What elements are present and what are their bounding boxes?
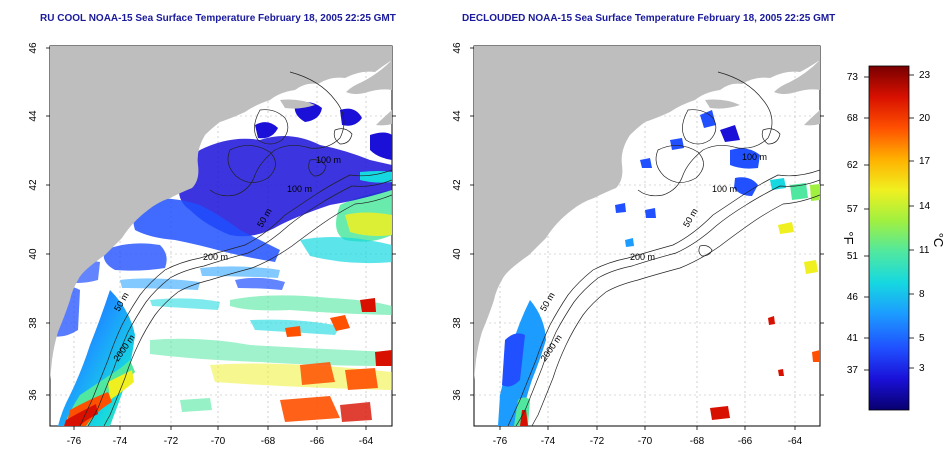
panel-1-x-tick-label: -70 [211, 436, 226, 447]
panel-1-sst-cold [50, 102, 392, 337]
panel-1-y-tick-label: 46 [28, 42, 39, 54]
panel-2-y-tick-label: 46 [452, 42, 463, 54]
panel-2-x-tick-label: -72 [590, 436, 605, 447]
panel-1-y-tick-label: 44 [28, 110, 39, 122]
panel-1-land [50, 46, 392, 380]
colorbar-c-tick: 11 [919, 245, 930, 256]
panel-2-x-tick-label: -64 [788, 436, 803, 447]
colorbar-fahrenheit-label: °F [841, 231, 856, 244]
colorbar-c-tick: 20 [919, 113, 931, 124]
colorbar-f-tick: 37 [847, 365, 859, 376]
panel-1-x-tick-label: -66 [310, 436, 325, 447]
colorbar-c-tick: 8 [919, 289, 925, 300]
panel-2-contour-label-4: 200 m [630, 252, 655, 262]
panel-2-y-tick-label: 42 [452, 179, 463, 191]
colorbar-gradient [868, 65, 910, 411]
panel-1-sst-offshore [120, 190, 392, 422]
panel-1-sst-coastal [58, 290, 135, 426]
colorbar: 73 68 62 57 51 46 41 37 23 20 17 14 11 8… [841, 65, 946, 411]
panel-1-map: 100 m 100 m 50 m 200 m 50 m 2000 m -76 -… [28, 42, 396, 447]
panel-2-y-tick-label: 40 [452, 248, 463, 260]
panel-2-x-tick-label: -74 [541, 436, 556, 447]
colorbar-f-tick: 46 [847, 292, 859, 303]
panel-1-contours [79, 71, 392, 426]
panel-1-x-tick-label: -72 [164, 436, 179, 447]
panel-1-y-tick-labels: 36 38 40 42 44 46 [28, 42, 39, 401]
panel-2-contour-label-2: 100 m [712, 184, 737, 194]
colorbar-f-tick: 68 [847, 113, 859, 124]
panel-2-y-tick-label: 36 [452, 389, 463, 401]
panel-2-contours [507, 71, 820, 426]
panel-2-y-tick-labels: 36 38 40 42 44 46 [452, 42, 463, 401]
panel-1-contour-label-1: 100 m [316, 155, 341, 165]
panel-1-contour-label-2: 100 m [287, 184, 312, 194]
colorbar-fahrenheit-ticks: 73 68 62 57 51 46 41 37 [847, 72, 859, 376]
colorbar-c-tick: 3 [919, 363, 925, 374]
panel-1-x-tick-label: -76 [67, 436, 82, 447]
panel-2-x-tick-label: -68 [690, 436, 705, 447]
colorbar-c-tick: 14 [919, 201, 931, 212]
panel-2-y-tick-label: 38 [452, 317, 463, 329]
panel-1-x-tick-label: -68 [261, 436, 276, 447]
panel-2-contour-label-1: 100 m [742, 152, 767, 162]
panel-2-map: 100 m 100 m 50 m 200 m 50 m 2000 m -76 -… [452, 42, 824, 447]
panel-1-y-tick-label: 42 [28, 179, 39, 191]
panel-2-y-tick-label: 44 [452, 110, 463, 122]
panel-2-land [474, 46, 820, 380]
panel-1-x-tick-label: -64 [359, 436, 374, 447]
colorbar-celsius-ticks: 23 20 17 14 11 8 5 3 [919, 70, 931, 374]
panel-1-y-tick-label: 40 [28, 248, 39, 260]
panel-2-x-tick-label: -70 [638, 436, 653, 447]
panel-1-y-tick-label: 38 [28, 317, 39, 329]
colorbar-f-tick: 51 [847, 251, 859, 262]
panel-1-contour-label-4: 200 m [203, 252, 228, 262]
colorbar-c-tick: 5 [919, 333, 925, 344]
panel-2-title: DECLOUDED NOAA-15 Sea Surface Temperatur… [462, 13, 836, 24]
colorbar-f-tick: 57 [847, 204, 859, 215]
panel-2-x-tick-label: -66 [738, 436, 753, 447]
colorbar-celsius-label: °C [931, 233, 946, 248]
colorbar-ticks [864, 74, 914, 371]
panel-2-ticks [470, 47, 824, 430]
colorbar-c-tick: 17 [919, 156, 931, 167]
panel-1-x-tick-label: -74 [113, 436, 128, 447]
colorbar-f-tick: 41 [847, 333, 859, 344]
colorbar-c-tick: 23 [919, 70, 931, 81]
colorbar-f-tick: 73 [847, 72, 859, 83]
panel-1-x-tick-labels: -76 -74 -72 -70 -68 -66 -64 [67, 436, 374, 447]
panel-1-ticks [46, 47, 396, 430]
panel-2-x-tick-label: -76 [493, 436, 508, 447]
panel-1-title: RU COOL NOAA-15 Sea Surface Temperature … [40, 13, 396, 24]
panel-2-sst-data [498, 110, 820, 426]
colorbar-f-tick: 62 [847, 160, 859, 171]
panel-2-x-tick-labels: -76 -74 -72 -70 -68 -66 -64 [493, 436, 803, 447]
panel-1-y-tick-label: 36 [28, 389, 39, 401]
